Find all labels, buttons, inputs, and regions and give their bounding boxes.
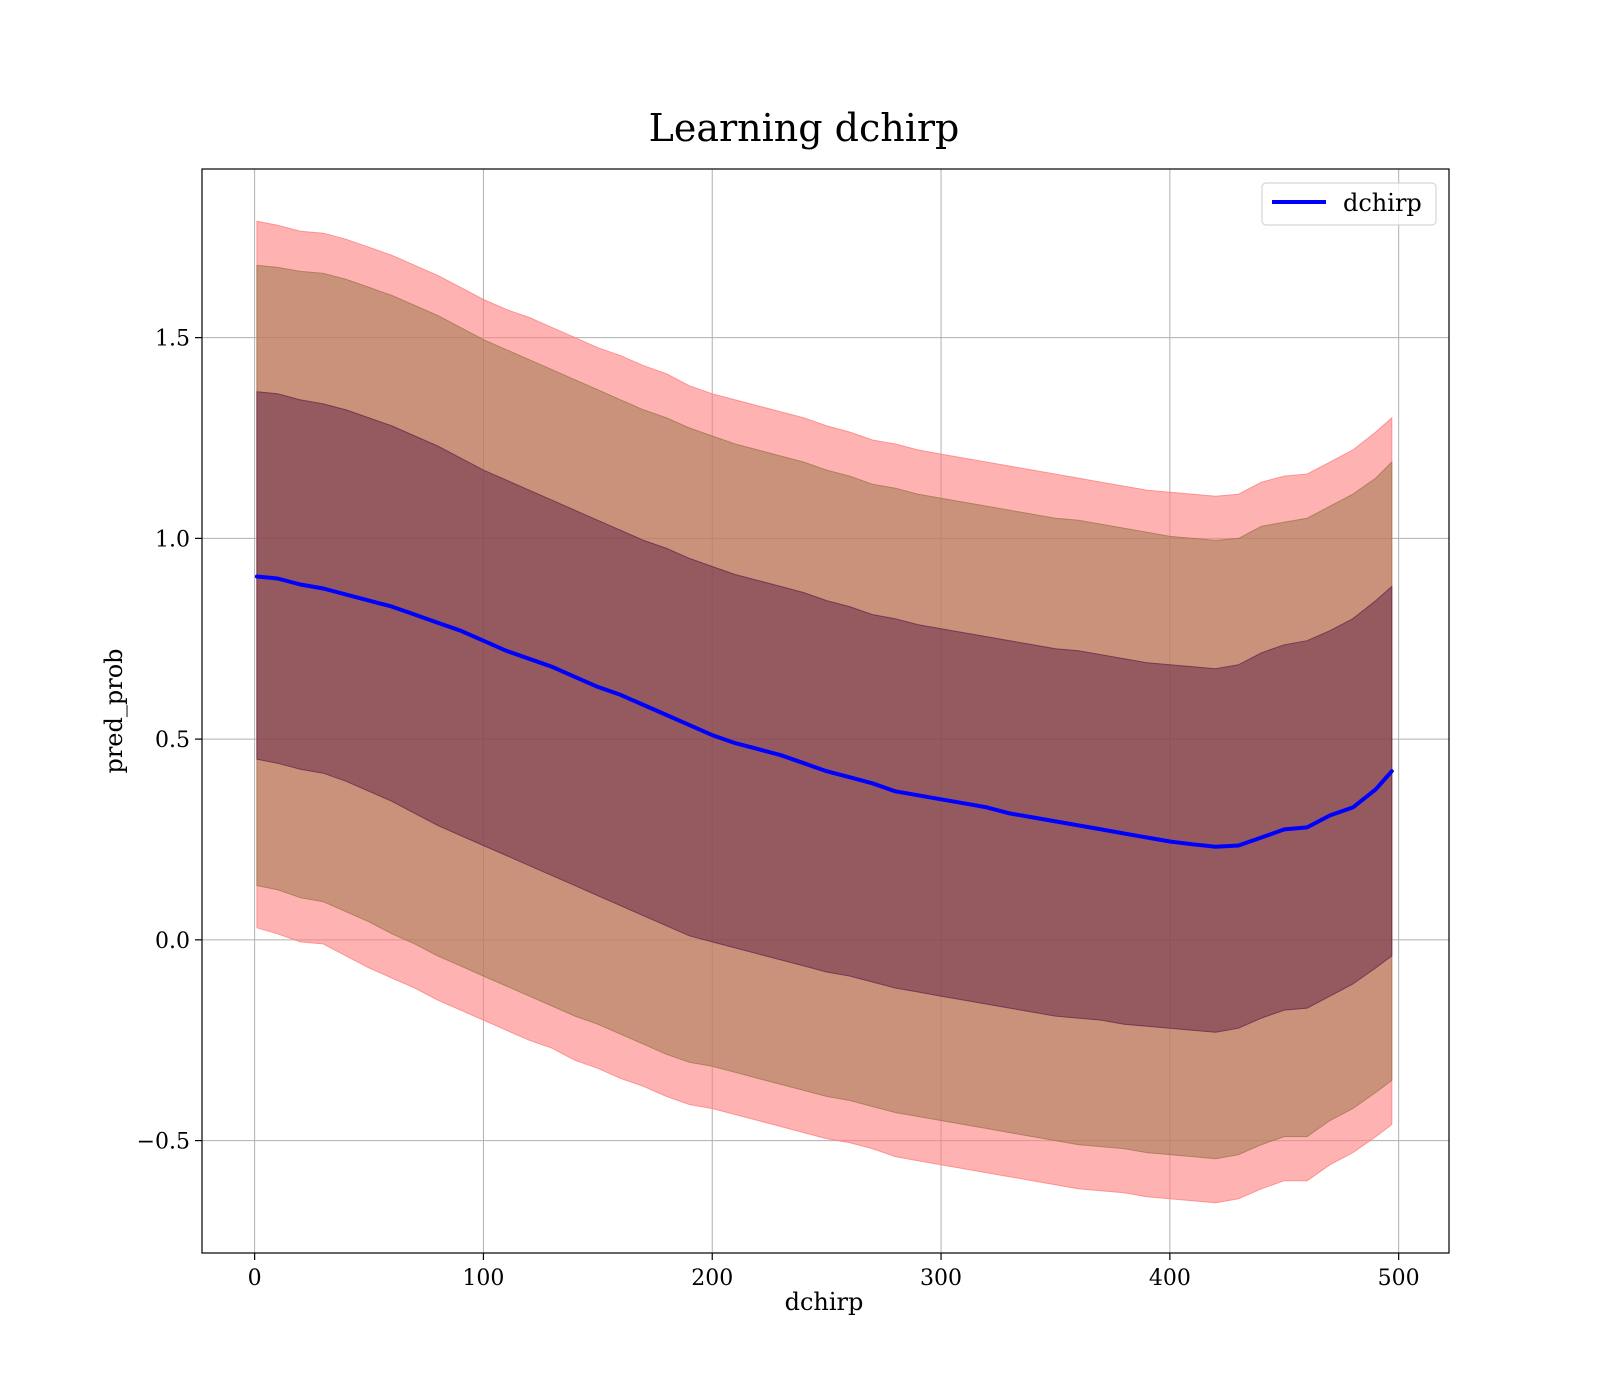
x-tick-label: 100 (462, 1266, 504, 1291)
x-tick-label: 500 (1378, 1266, 1420, 1291)
series-lines (254, 574, 1394, 849)
legend-box (1261, 182, 1437, 226)
series-line-dchirp (254, 574, 1394, 849)
x-axis-label: dchirp (785, 1288, 864, 1316)
legend: dchirp (1261, 182, 1437, 226)
chart-title: Learning dchirp (649, 106, 960, 150)
y-tick-label: 1.0 (155, 527, 190, 552)
y-axis-ticks: −0.5 0.0 0.5 1.0 1.5 (137, 327, 202, 1155)
confidence-bands (256, 220, 1393, 1204)
confidence-band (256, 391, 1393, 1033)
y-axis-label: pred_prob (100, 648, 128, 773)
y-tick-label: 0.5 (155, 728, 190, 753)
y-tick-label: 1.5 (155, 327, 190, 352)
x-tick-label: 300 (920, 1266, 962, 1291)
x-tick-label: 200 (691, 1266, 733, 1291)
x-tick-label: 400 (1149, 1266, 1191, 1291)
x-tick-label: 0 (248, 1266, 262, 1291)
legend-label: dchirp (1343, 189, 1422, 217)
x-axis-ticks: 0 100 200 300 400 500 (248, 1253, 1420, 1291)
plot-frame (201, 168, 1450, 1254)
y-tick-label: −0.5 (137, 1130, 190, 1155)
y-tick-label: 0.0 (155, 929, 190, 954)
